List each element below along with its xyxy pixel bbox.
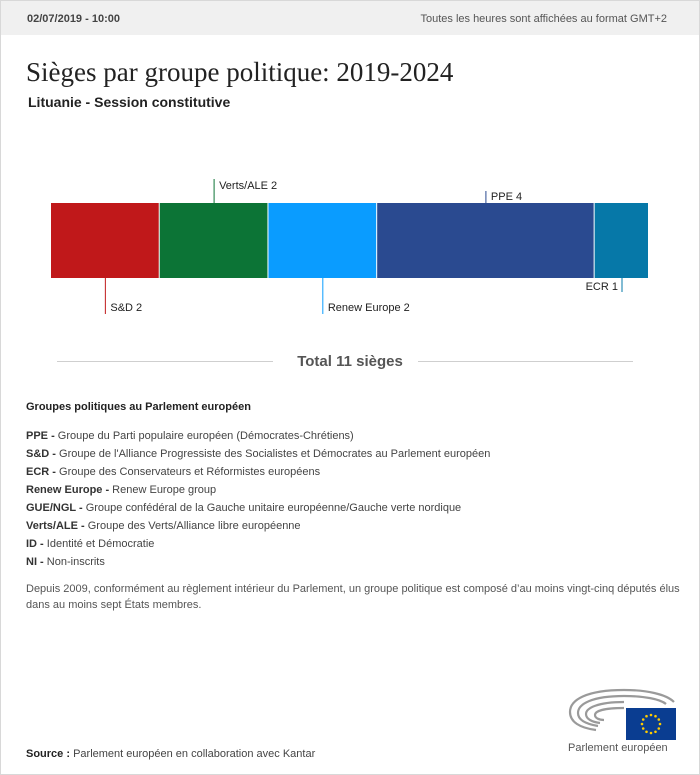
eu-star-icon [654,730,657,734]
segment-label: ECR 1 [586,281,618,293]
group-row: ID - Identité et Démocratie [26,535,686,553]
eu-star-icon [649,731,653,735]
group-abbr: Renew Europe - [26,484,110,496]
eu-star-icon [640,722,644,726]
eu-star-icon [649,713,653,717]
group-description: Groupe des Conservateurs et Réformistes … [55,466,321,478]
group-row: ECR - Groupe des Conservateurs et Réform… [26,463,686,481]
total-seats: Total 11 sièges [297,353,403,370]
segment-label: Renew Europe 2 [328,302,410,314]
group-abbr: PPE - [26,430,55,442]
eu-star-icon [657,727,661,730]
group-row: PPE - Groupe du Parti populaire européen… [26,427,686,445]
bar-segment [51,203,159,278]
source-label: Source : [26,748,71,760]
chart-subtitle: Lituanie - Session constitutive [28,94,231,110]
seat-bar-chart: S&D 2 Verts/ALE 2 Renew Europe 2 PPE 4 ECR 1 [51,179,648,314]
group-description: Groupe confédéral de la Gauche unitaire … [82,502,462,514]
bar-segment [268,203,377,278]
source-text: Parlement européen en collaboration avec… [70,748,316,760]
eu-star-icon [654,714,657,718]
group-abbr: GUE/NGL - [26,502,83,514]
bar-segment [594,203,648,278]
bar-segment [377,203,594,278]
group-description: Groupe de l'Alliance Progressiste des So… [55,448,491,460]
group-description: Groupe des Verts/Alliance libre européen… [84,520,301,532]
group-abbr: S&D - [26,448,56,460]
timezone-note: Toutes les heures sont affichées au form… [420,13,667,25]
segment-label: PPE 4 [491,191,522,203]
eu-star-icon [641,718,645,721]
group-abbr: Verts/ALE - [26,520,85,532]
european-parliament-logo-icon [568,688,676,740]
group-abbr: NI - [26,556,44,568]
group-abbr: ECR - [26,466,56,478]
publication-date: 02/07/2019 - 10:00 [27,13,120,25]
group-row: NI - Non-inscrits [26,553,686,571]
group-row: Renew Europe - Renew Europe group [26,481,686,499]
logo-text: Parlement européen [568,742,668,754]
group-abbr: ID - [26,538,44,550]
source-line: Source : Parlement européen en collabora… [26,748,315,760]
group-description: Renew Europe group [109,484,217,496]
chart-title: Sièges par groupe politique: 2019-2024 [26,57,454,87]
bar-segment [159,203,268,278]
groups-title: Groupes politiques au Parlement européen [26,401,251,413]
eu-star-icon [658,722,662,726]
group-row: Verts/ALE - Groupe des Verts/Alliance li… [26,517,686,535]
group-description: Non-inscrits [43,556,105,568]
segment-label: Verts/ALE 2 [219,180,277,192]
eu-star-icon [641,727,645,730]
eu-star-icon [645,714,648,718]
segment-label: S&D 2 [110,302,142,314]
groups-legend: Groupes politiques au Parlement européen… [26,401,686,571]
total-divider-left [57,361,273,362]
eu-star-icon [657,718,661,721]
group-row: GUE/NGL - Groupe confédéral de la Gauche… [26,499,686,517]
group-description: Groupe du Parti populaire européen (Démo… [54,430,354,442]
group-description: Identité et Démocratie [43,538,155,550]
group-list: PPE - Groupe du Parti populaire européen… [26,427,686,571]
group-row: S&D - Groupe de l'Alliance Progressiste … [26,445,686,463]
total-divider-right [418,361,633,362]
eu-star-icon [645,730,648,734]
rules-note: Depuis 2009, conformément au règlement i… [26,583,680,611]
top-bar: 02/07/2019 - 10:00 Toutes les heures son… [1,1,699,35]
